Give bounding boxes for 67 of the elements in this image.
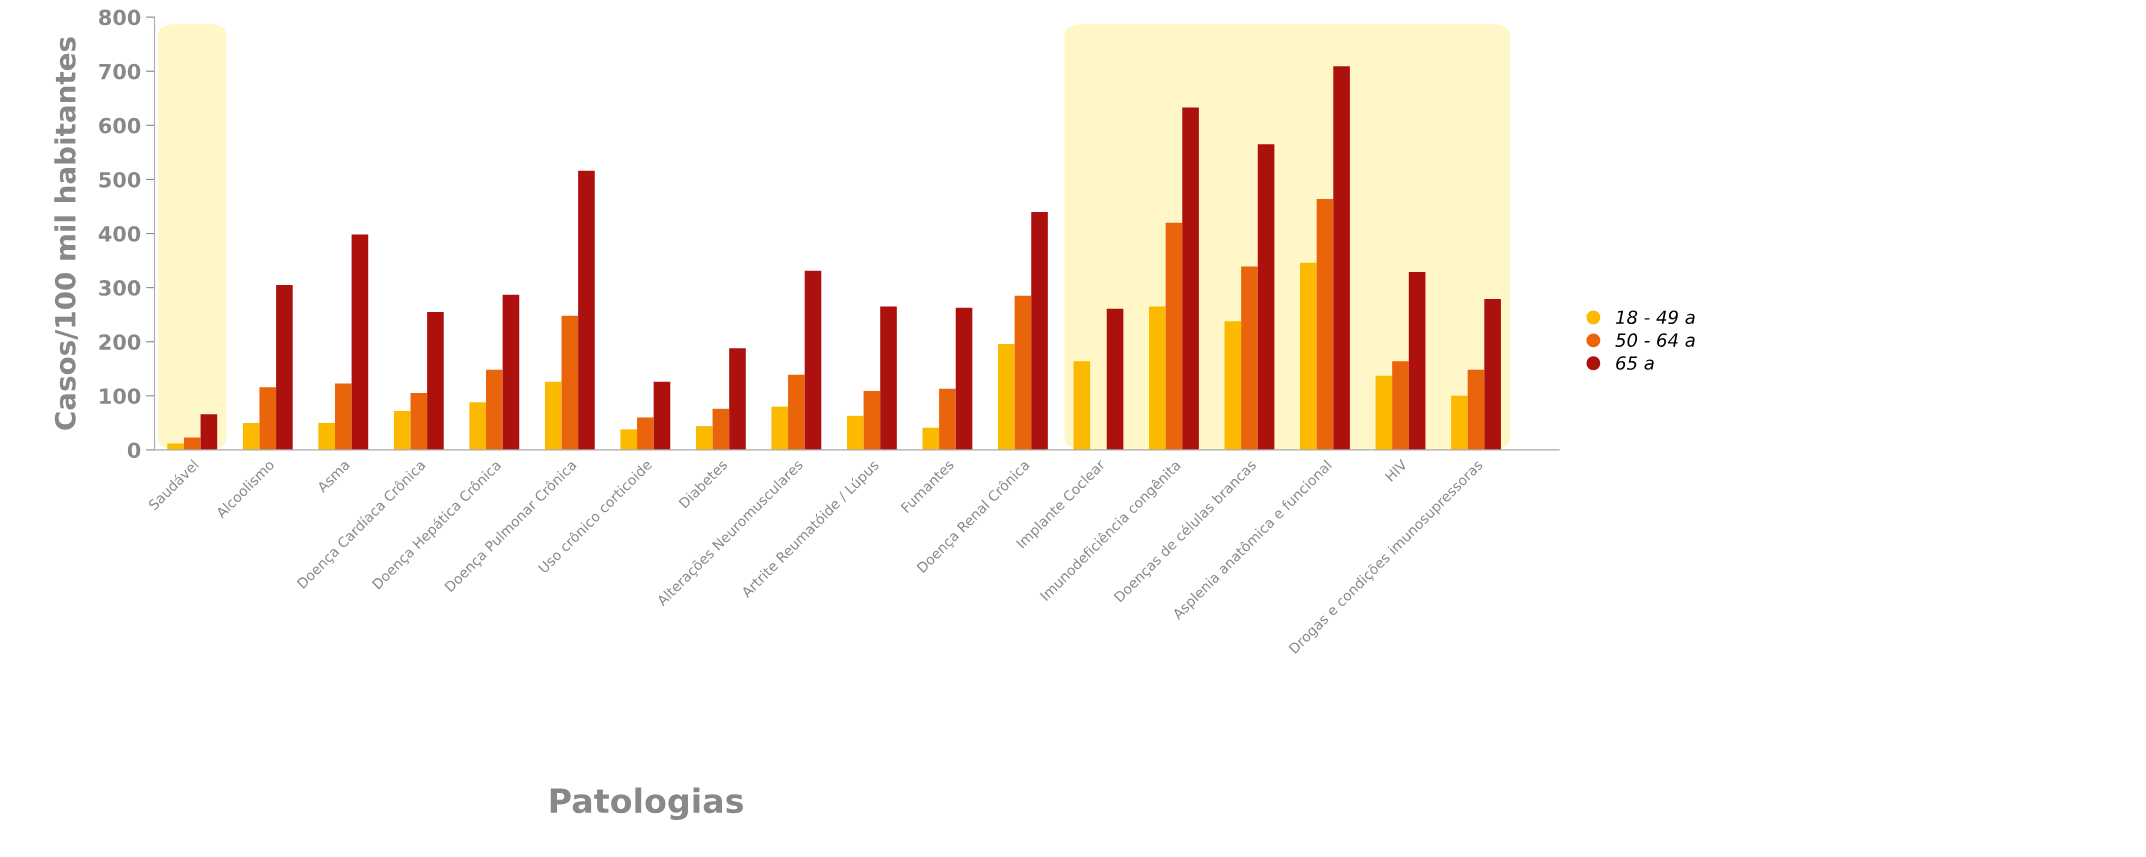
bar xyxy=(712,408,730,450)
bar xyxy=(620,429,638,450)
bar xyxy=(729,348,746,450)
bar xyxy=(1316,198,1334,450)
bar xyxy=(998,343,1015,450)
bar xyxy=(578,170,595,450)
bar xyxy=(1224,321,1242,450)
bar xyxy=(1484,298,1501,450)
bar xyxy=(695,426,713,450)
y-axis-title: Casos/100 mil habitantes xyxy=(54,37,78,430)
y-tick-label: 800 xyxy=(99,9,141,26)
bar xyxy=(804,270,822,450)
bar xyxy=(561,315,579,450)
bar xyxy=(1149,306,1166,450)
bar xyxy=(486,369,503,450)
bar xyxy=(846,415,864,450)
bar xyxy=(544,381,562,450)
bar xyxy=(502,294,520,450)
bar xyxy=(637,417,654,450)
bar xyxy=(393,410,411,450)
bar xyxy=(939,388,956,450)
bar xyxy=(922,427,940,450)
bar xyxy=(863,390,881,450)
bar xyxy=(1408,271,1426,450)
bar xyxy=(427,311,444,450)
bar xyxy=(1392,361,1409,450)
bar xyxy=(167,443,184,450)
y-tick-label: 400 xyxy=(98,225,141,242)
bar xyxy=(410,393,428,450)
y-tick-label: 200 xyxy=(99,334,141,350)
bar xyxy=(1375,375,1393,450)
bar xyxy=(1300,262,1317,450)
bar xyxy=(1451,395,1468,450)
x-axis-title: Patologias xyxy=(550,787,743,821)
bar xyxy=(318,422,335,450)
bar xyxy=(880,306,897,450)
bar xyxy=(1257,144,1275,450)
bar xyxy=(200,414,218,450)
bar xyxy=(242,422,260,450)
bar xyxy=(334,383,352,450)
bar xyxy=(1031,211,1048,450)
bar xyxy=(1467,369,1485,450)
bar xyxy=(276,284,293,450)
y-tick-label: 100 xyxy=(100,388,141,405)
y-tick-label: 300 xyxy=(99,280,141,296)
y-tick-label: 700 xyxy=(99,63,141,80)
bar xyxy=(259,387,277,450)
bar xyxy=(1106,308,1124,450)
bar xyxy=(1165,222,1183,450)
bar xyxy=(788,374,805,450)
bar xyxy=(469,402,487,450)
bar xyxy=(183,437,201,450)
y-tick-label: 500 xyxy=(99,171,141,188)
bar xyxy=(955,307,973,450)
legend-label: 50 - 64 a xyxy=(1615,333,1695,347)
legend-label: 18 - 49 a xyxy=(1615,310,1695,325)
bar xyxy=(1241,266,1258,450)
bar xyxy=(1182,107,1199,450)
y-tick-label: 600 xyxy=(99,117,141,134)
bar xyxy=(653,381,671,450)
bar xyxy=(1073,361,1091,450)
bar xyxy=(1014,295,1032,450)
bar xyxy=(771,406,789,450)
bar xyxy=(1333,66,1350,450)
bar xyxy=(351,234,369,450)
legend-label: 65 a xyxy=(1616,356,1654,370)
y-tick-label: 0 xyxy=(127,442,141,459)
